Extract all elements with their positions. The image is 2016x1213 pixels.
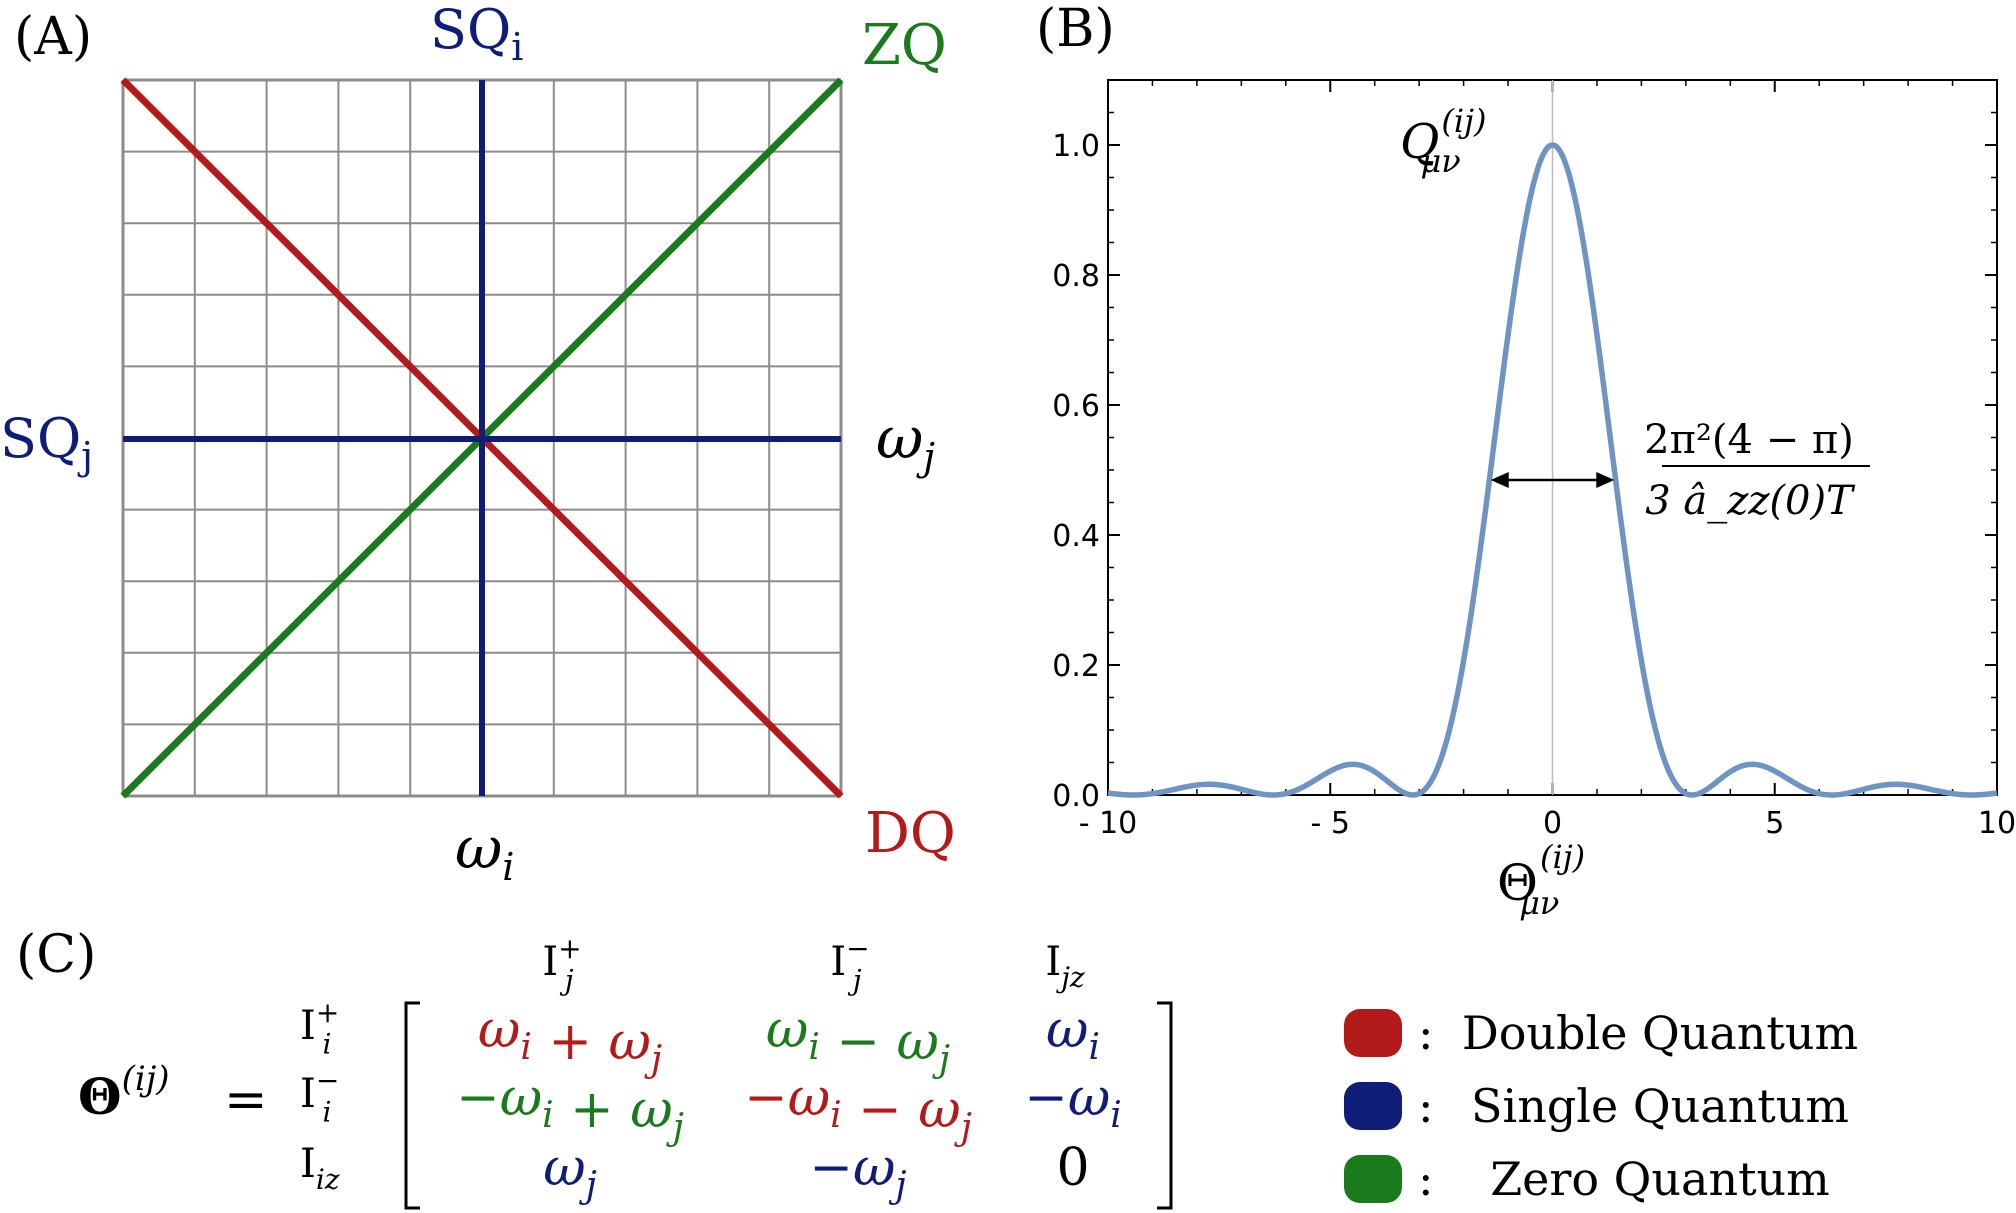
theta-symbol: Θ(ij) <box>78 1059 170 1126</box>
matrix-cell: −ωi <box>1024 1068 1122 1136</box>
y-tick-label: 0.0 <box>1052 779 1100 814</box>
sq-i-label: SQi <box>430 0 523 69</box>
legend-separator: : <box>1418 1079 1434 1133</box>
y-tick-label: 0.8 <box>1052 259 1100 294</box>
column-headers: I+ j I− j Ijz <box>542 932 1085 996</box>
panel-a: (A) SQi ZQ SQj DQ ωi ωj <box>0 0 956 889</box>
peak-label: Q(ij) μν <box>1400 102 1486 180</box>
dq-label: DQ <box>865 801 956 866</box>
matrix-cell: −ωi − ωj <box>744 1068 972 1148</box>
column-header: Ijz <box>1045 939 1084 994</box>
width-label-denominator: 3 â_zz(0)T <box>1645 478 1856 524</box>
width-arrow-head-left <box>1490 472 1509 488</box>
equals-sign: = <box>224 1070 268 1130</box>
legend-label: Zero Quantum <box>1490 1152 1830 1206</box>
legend-separator: : <box>1418 1006 1434 1060</box>
x-tick-label: - 10 <box>1079 806 1138 841</box>
legend-swatch <box>1344 1155 1402 1203</box>
row-header: I− i <box>300 1064 339 1128</box>
y-tick-label: 0.4 <box>1052 519 1100 554</box>
matrix-cell: 0 <box>1056 1138 1089 1198</box>
legend-swatch <box>1344 1009 1402 1057</box>
sq-j-label: SQj <box>0 407 93 478</box>
legend-label: Single Quantum <box>1471 1079 1849 1133</box>
x-tick-label: 10 <box>1978 806 2016 841</box>
y-tick-label: 0.6 <box>1052 389 1100 424</box>
column-header: I+ j <box>542 932 581 996</box>
x-tick-label: - 5 <box>1311 806 1350 841</box>
panel-a-label: (A) <box>14 7 92 67</box>
left-bracket <box>404 1001 420 1210</box>
column-header: I− j <box>830 932 869 996</box>
right-bracket <box>1157 1001 1173 1210</box>
matrix-cell: ωi + ωj <box>478 1000 662 1080</box>
panel-b-label: (B) <box>1036 0 1115 59</box>
panel-b: (B) - 10 - 5 0 5 10 0.0 0.2 0.4 0.6 0.8 1.0 Q(ij) μ… <box>1036 0 2016 922</box>
matrix-cell: ωi − ωj <box>766 1000 950 1080</box>
legend: : Double Quantum: Single Quantum: Zero Quan… <box>1344 1006 1858 1206</box>
legend-separator: : <box>1418 1152 1434 1206</box>
matrix-cell: ωi <box>1046 1000 1100 1068</box>
axis-ticks: - 10 - 5 0 5 10 0.0 0.2 0.4 0.6 0.8 1.0 <box>1052 80 2016 841</box>
zq-label: ZQ <box>862 13 947 78</box>
width-label-numerator: 2π²(4 − π) <box>1644 417 1854 463</box>
y-tick-label: 1.0 <box>1052 129 1100 164</box>
x-axis-label: Θ(ij) μν <box>1497 838 1585 922</box>
row-header: I+ i <box>300 996 339 1060</box>
matrix-cell: −ωi + ωj <box>456 1068 684 1148</box>
row-header: Iiz <box>300 1141 340 1196</box>
row-headers: I+ i I− i Iiz <box>300 996 340 1196</box>
theta-matrix: ωi + ωj ωi − ωj ωi −ωi + ωj −ωi − ωj −ωi ωj −ωj… <box>456 1000 1122 1206</box>
matrix-cell: −ωj <box>809 1138 906 1206</box>
series-line <box>1107 142 1998 798</box>
y-tick-label: 0.2 <box>1052 649 1100 684</box>
x-tick-label: 5 <box>1765 806 1784 841</box>
omega-i-label: ωi <box>455 814 514 889</box>
chart-marks <box>1107 80 1998 798</box>
legend-label: Double Quantum <box>1462 1006 1858 1060</box>
matrix-cell: ωj <box>543 1138 597 1206</box>
omega-j-label: ωj <box>876 404 935 479</box>
panel-c-label: (C) <box>16 925 96 985</box>
legend-swatch <box>1344 1082 1402 1130</box>
x-tick-label: 0 <box>1543 806 1562 841</box>
width-arrow-head-right <box>1596 472 1615 488</box>
